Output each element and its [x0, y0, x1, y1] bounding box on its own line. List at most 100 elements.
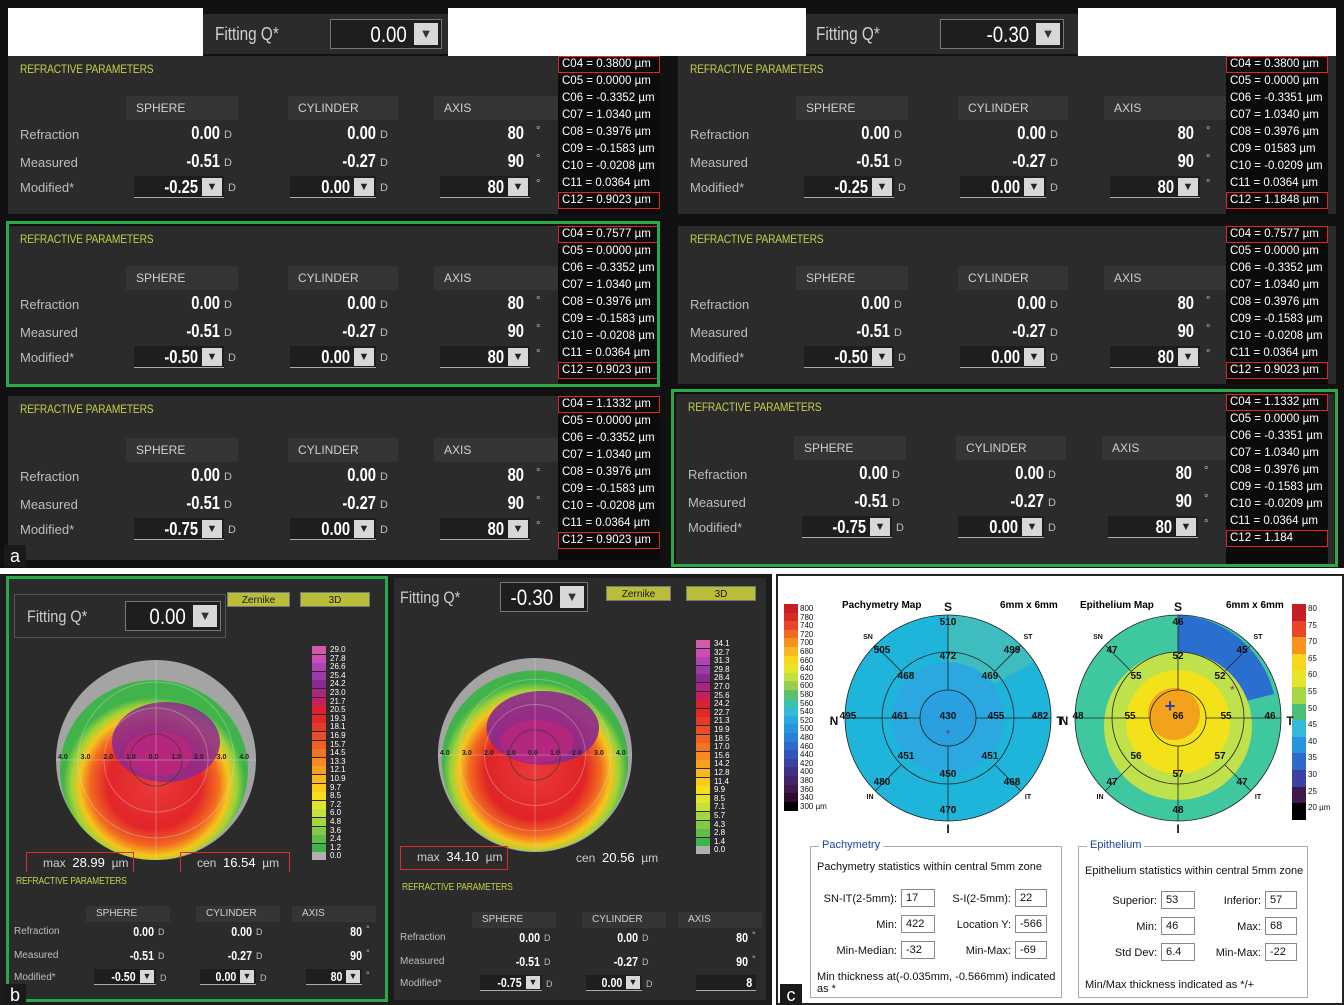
modified-cylinder-select[interactable]: 0.00 ▼ [958, 516, 1044, 538]
pachy-value-i1: 450 [939, 769, 957, 780]
fitting-label: Fitting Q* [27, 607, 88, 626]
panel-title: REFRACTIVE PARAMETERS [16, 876, 127, 887]
pachy-value-sn: 505 [873, 645, 891, 656]
modified-axis-select[interactable]: 80 ▼ [1110, 176, 1200, 198]
scale-label: 17.0 [714, 742, 730, 752]
chevron-down-icon: ▼ [508, 520, 528, 538]
fitting-select-b-right[interactable]: -0.30 ▼ [500, 582, 588, 612]
unit-d: D [224, 129, 232, 141]
modified-cylinder-select[interactable]: 0.00 ▼ [960, 176, 1046, 198]
fitting-select-right[interactable]: -0.30 ▼ [940, 19, 1064, 49]
modified-sphere-select[interactable]: -0.25 ▼ [804, 176, 894, 198]
epi-dir-SN: SN [1093, 634, 1103, 641]
pachymetry-map: * [844, 614, 1052, 822]
scale-label: 10.9 [330, 774, 346, 783]
modified-sphere-select[interactable]: -0.50 ▼ [804, 346, 894, 368]
coefficient-row: C06 = -0.3351 µm [1230, 430, 1323, 442]
modified-sphere-select[interactable]: -0.50 ▼ [94, 969, 156, 985]
zernike-button[interactable]: Zernike [227, 592, 290, 607]
selected-frame [6, 576, 388, 1002]
epi-dir-IT: IT [1254, 794, 1262, 801]
unit-d: D [544, 933, 551, 943]
epi-dir-IN: IN [1096, 794, 1104, 801]
row-label-modified: Modified* [688, 520, 743, 535]
cylinder-value: 0.00 [617, 930, 638, 945]
chevron-down-icon: ▼ [240, 970, 254, 983]
modified-axis-select[interactable]: 80 ▼ [306, 969, 362, 985]
fitting-select-left[interactable]: 0.00 ▼ [330, 19, 442, 49]
modified-axis-select[interactable]: 80 ▼ [440, 518, 530, 540]
zernike-coefficients: C04 = 1.1332 µm C05 = 0.0000 µm C06 = -0.3… [1226, 394, 1328, 564]
coefficient-row: C07 = 1.0340 µm [1230, 447, 1319, 459]
unit-deg: ° [366, 970, 370, 980]
3d-button[interactable]: 3D [686, 586, 756, 601]
unit-deg: ° [1204, 493, 1209, 505]
unit-deg: ° [536, 467, 541, 479]
scale-swatch [696, 829, 710, 838]
modified-axis-select[interactable]: 80 ▼ [1108, 516, 1198, 538]
scale-swatch [784, 698, 798, 708]
modified-cylinder-select[interactable]: 0.00 ▼ [290, 346, 376, 368]
modified-cylinder-select[interactable]: 0.00 ▼ [290, 518, 376, 540]
coefficient-row: C11 = 0.0364 µm [1230, 515, 1318, 527]
coefficient-row: C08 = 0.3976 µm [562, 466, 651, 478]
modified-cylinder-select[interactable]: 0.00 ▼ [960, 346, 1046, 368]
sphere-value: -0.51 [129, 948, 154, 963]
modified-sphere-select[interactable]: -0.75 ▼ [802, 516, 892, 538]
scale-swatch [784, 793, 798, 803]
modified-cylinder-select[interactable]: 0.00 ▼ [290, 176, 376, 198]
pachymetry-title: Pachymetry Map [842, 600, 922, 611]
modified-axis-select[interactable]: 80 ▼ [440, 176, 530, 198]
scale-swatch [1292, 753, 1306, 771]
unit-d: D [224, 299, 232, 311]
modified-axis-select[interactable]: 80 ▼ [1110, 346, 1200, 368]
scale-swatch [784, 784, 798, 794]
scale-label: 560 [800, 698, 814, 708]
tick-label: 3.0 [462, 750, 472, 757]
scale-swatch [312, 792, 326, 801]
sphere-header: SPHERE [796, 96, 908, 120]
scale-label: 1.4 [714, 836, 726, 846]
fitting-select-b-left[interactable]: 0.00 ▼ [125, 601, 221, 631]
min-median-field: -32 [901, 941, 935, 959]
epi-dir-S: S [1173, 600, 1182, 614]
modified-cylinder-select[interactable]: 0.00 ▼ [586, 975, 642, 991]
unit-d: D [224, 471, 232, 483]
coefficient-row: C05 = 0.0000 µm [1230, 75, 1319, 87]
3d-button[interactable]: 3D [300, 592, 370, 607]
epi-value-s1: 52 [1172, 651, 1184, 662]
row-label-refraction: Refraction [14, 926, 60, 937]
unit-deg: ° [536, 178, 541, 190]
modified-axis-select[interactable]: 8 [696, 975, 756, 991]
epi-value-s: 46 [1172, 617, 1184, 628]
pachy-value-st1: 469 [981, 671, 999, 682]
scale-label: 6.0 [330, 808, 342, 818]
modified-axis-select[interactable]: 80 ▼ [440, 346, 530, 368]
label: Inferior: [1223, 895, 1261, 907]
tick-label: 4.0 [616, 750, 626, 757]
zernike-button[interactable]: Zernike [606, 586, 671, 601]
scale-label: 24.2 [330, 679, 346, 689]
scale-swatch [696, 657, 710, 666]
scale-label: 9.9 [714, 785, 726, 795]
modified-sphere-select[interactable]: -0.75 ▼ [480, 975, 542, 991]
modified-sphere-select[interactable]: -0.75 ▼ [134, 518, 224, 540]
coefficient-row: C04 = 1.1332 µm [1226, 394, 1328, 411]
select-value: 80 [487, 177, 504, 197]
modified-cylinder-select[interactable]: 0.00 ▼ [200, 969, 256, 985]
scale-swatch [696, 708, 710, 717]
modified-sphere-select[interactable]: -0.50 ▼ [134, 346, 224, 368]
row-label-modified: Modified* [690, 180, 745, 195]
modified-sphere-select[interactable]: -0.25 ▼ [134, 176, 224, 198]
unit-d: D [894, 327, 902, 339]
scale-swatch [312, 740, 326, 749]
epi-value-t1: 55 [1220, 711, 1232, 722]
axis-value: 80 [507, 123, 524, 143]
cylinder-header: CYLINDER [196, 906, 280, 922]
scale-label: 12.1 [330, 765, 346, 775]
scale-swatch [784, 733, 798, 742]
label: Std Dev: [1114, 947, 1157, 959]
scale-swatch [312, 671, 326, 680]
cylinder-header: CYLINDER [288, 438, 398, 462]
cylinder-value: -0.27 [1012, 151, 1046, 171]
